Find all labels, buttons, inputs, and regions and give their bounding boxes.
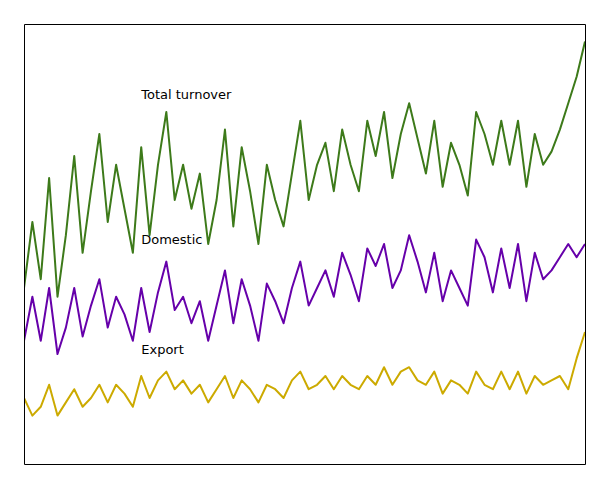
annotations: Total turnover Domestic Export xyxy=(140,87,232,357)
axis-line xyxy=(24,25,25,465)
annotation: Domestic xyxy=(141,232,202,247)
series-line xyxy=(24,42,585,297)
x-axis xyxy=(25,464,586,465)
y-axis xyxy=(24,25,25,465)
plot: Total turnover Domestic Export xyxy=(24,25,586,465)
series-line xyxy=(24,332,585,416)
frame-top xyxy=(25,24,586,25)
annotation: Total turnover xyxy=(140,87,232,102)
chart: Total turnover Domestic Export xyxy=(0,0,609,488)
frame-right xyxy=(585,25,586,465)
annotation: Export xyxy=(141,342,184,357)
series-line xyxy=(24,235,585,354)
axis-line xyxy=(25,464,586,465)
lines xyxy=(24,42,585,416)
axis-line xyxy=(585,25,586,465)
axis-line xyxy=(25,24,586,25)
